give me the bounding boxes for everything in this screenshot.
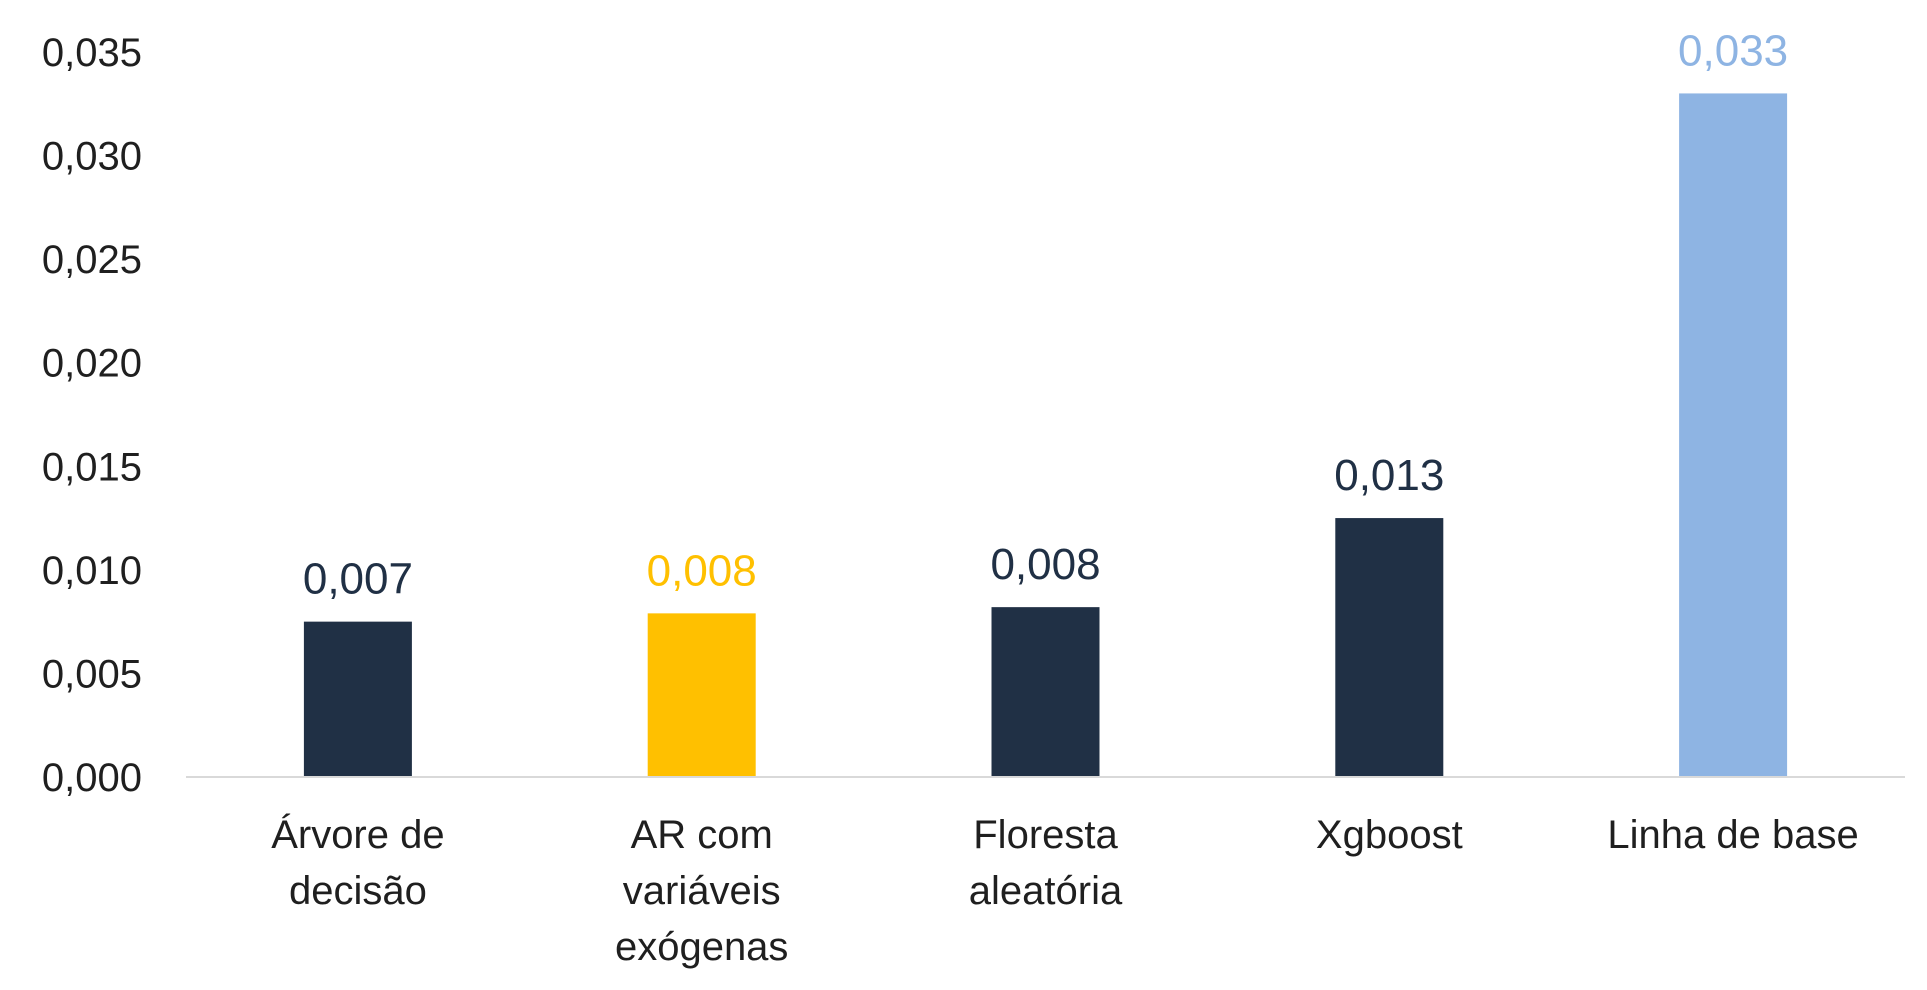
category-label: AR com variáveis exógenas [615, 813, 788, 969]
y-tick-label: 0,035 [42, 31, 142, 75]
bar [303, 621, 412, 777]
category-label: Linha de base [1607, 813, 1858, 857]
category-label: Floresta aleatória [969, 813, 1123, 913]
data-label: 0,008 [990, 540, 1100, 589]
data-labels: 0,007 0,008 0,008 0,013 0,033 [303, 26, 1788, 603]
bar [647, 613, 756, 777]
category-labels: Árvore de decisão AR com variáveis exógenas F… [271, 812, 1859, 969]
category-label: Árvore de decisão [271, 812, 444, 913]
bar [1679, 93, 1788, 777]
y-tick-label: 0,000 [42, 756, 142, 800]
y-tick-label: 0,020 [42, 342, 142, 386]
category-label: Xgboost [1316, 813, 1463, 857]
bars [303, 93, 1788, 777]
data-label: 0,033 [1678, 26, 1788, 75]
y-tick-label: 0,005 [42, 652, 142, 696]
data-label: 0,007 [303, 555, 413, 604]
data-label: 0,013 [1334, 451, 1444, 500]
bar [1335, 518, 1444, 777]
y-axis-ticks: 0,000 0,005 0,010 0,015 0,020 0,025 0,030 0,035 [42, 31, 142, 800]
y-tick-label: 0,015 [42, 445, 142, 489]
data-label: 0,008 [647, 546, 757, 595]
y-tick-label: 0,010 [42, 549, 142, 593]
y-tick-label: 0,030 [42, 135, 142, 179]
bar [991, 607, 1100, 777]
y-tick-label: 0,025 [42, 238, 142, 282]
